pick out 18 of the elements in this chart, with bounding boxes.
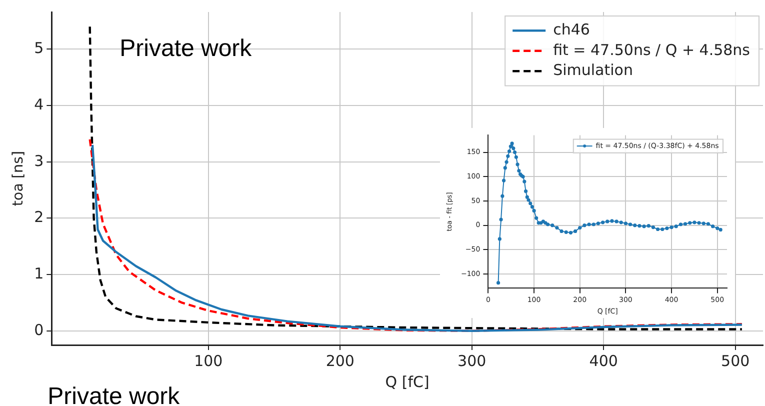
text: Private work <box>48 383 181 406</box>
y-tick-label: 5 <box>34 39 44 58</box>
x-axis-title: Q [fC] <box>385 372 430 391</box>
x-tick-label: 200 <box>326 352 354 370</box>
y-tick-label: 0 <box>34 320 44 339</box>
legend-label: Simulation <box>553 61 633 80</box>
x-tick-label: 500 <box>721 352 750 370</box>
legend-label: fit = 47.50ns / Q + 4.58ns <box>553 40 750 59</box>
legend-label: ch46 <box>553 20 590 39</box>
y-tick-label: 1 <box>34 264 44 282</box>
annotation: Private work <box>120 35 253 62</box>
x-tick-label: 400 <box>589 352 618 370</box>
y-tick-label: 4 <box>34 95 44 114</box>
x-tick-label: 300 <box>458 352 486 370</box>
y-tick-label: 2 <box>34 208 44 226</box>
x-tick-label: 100 <box>194 352 223 370</box>
y-axis-title: toa [ns] <box>10 150 26 206</box>
y-tick-label: 3 <box>34 152 44 170</box>
